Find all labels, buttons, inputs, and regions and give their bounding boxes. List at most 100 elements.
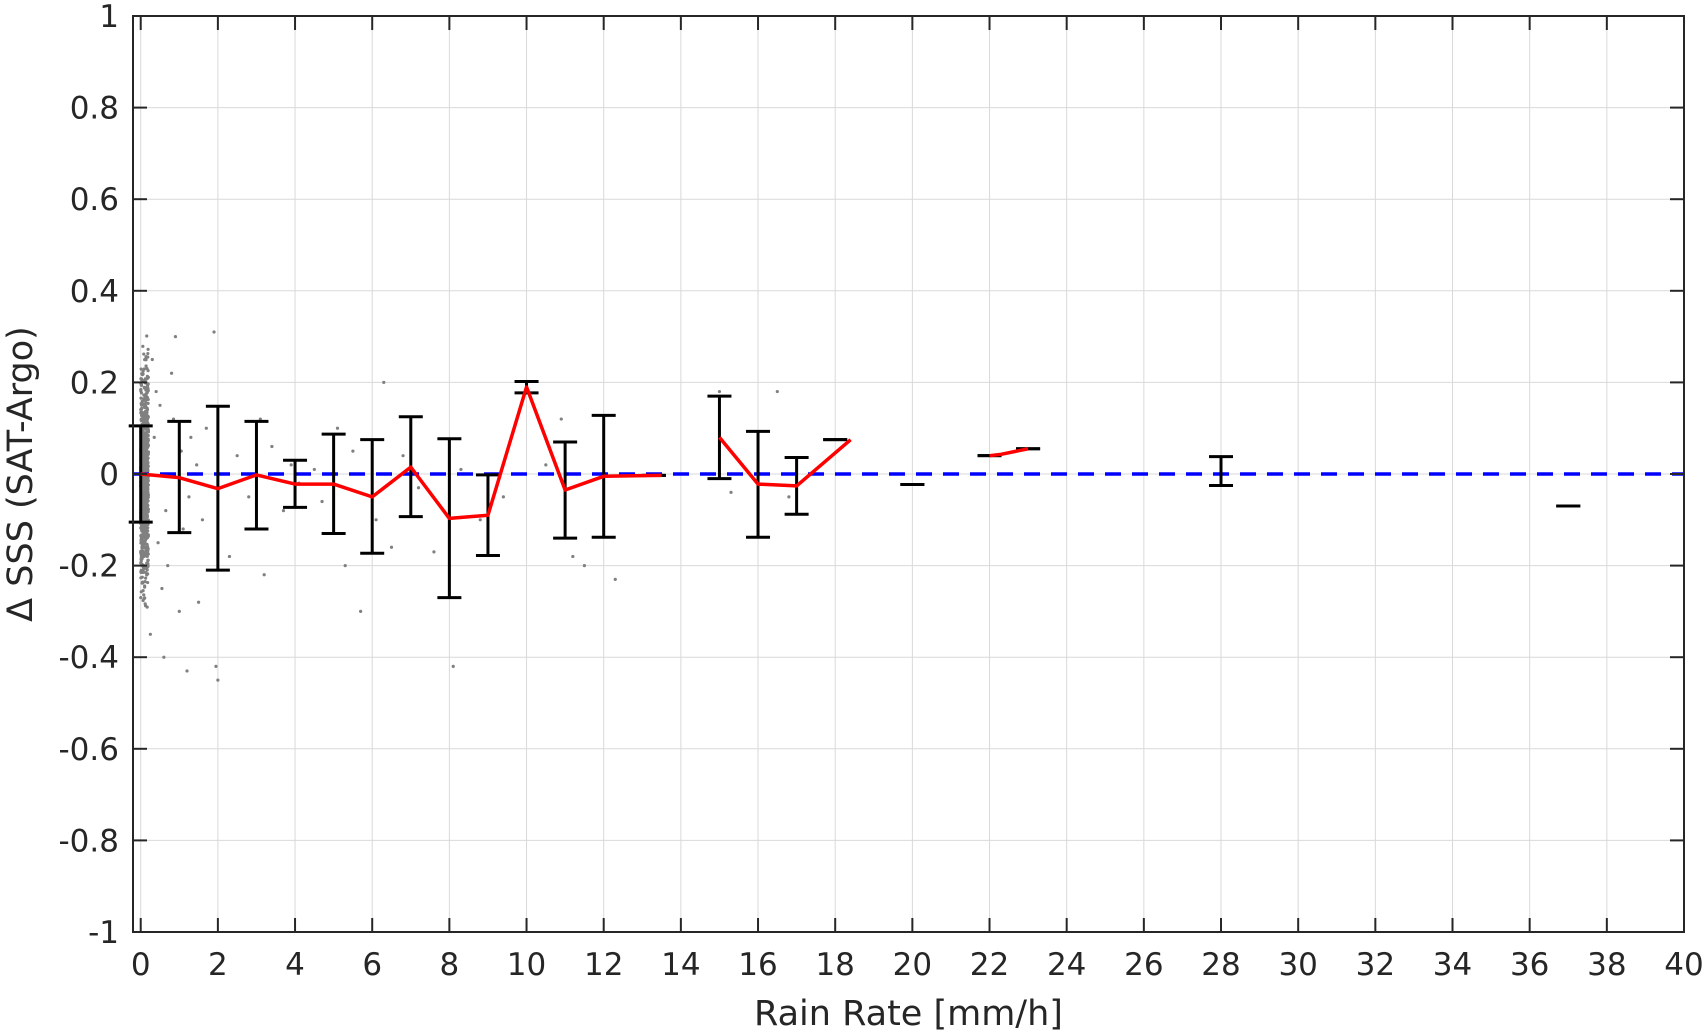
x-tick-label: 38 [1587,947,1626,983]
scatter-point [166,564,170,568]
scatter-point [142,566,146,570]
y-tick-label: 0.4 [70,274,119,310]
scatter-point [150,357,154,362]
scatter-point [142,484,146,489]
x-tick-label: 40 [1664,947,1703,983]
scatter-point [139,377,144,382]
scatter-point [717,389,722,394]
scatter-point [144,542,148,546]
scatter-point [544,463,548,467]
scatter-point [145,457,149,461]
scatter-point [382,380,386,384]
x-tick-label: 6 [362,947,382,983]
scatter-point [143,602,147,606]
x-tick-label: 36 [1510,947,1549,983]
x-tick-label: 30 [1278,947,1317,983]
scatter-point [185,669,189,673]
scatter-point [571,554,575,559]
scatter-point [559,417,563,421]
scatter-point [140,554,144,558]
scatter-point [195,463,199,467]
scatter-point [142,433,146,437]
tick-labels: 0 2 4 6 8 10 12 14 16 18 20 22 24 26 28 30 32 34 36 38 4010.… [59,0,1704,983]
scatter-point [729,490,733,494]
scatter-point [432,550,436,554]
scatter-point [154,389,158,394]
scatter-point [216,678,220,682]
scatter-point [144,401,148,405]
scatter-point [142,443,146,447]
scatter-point [141,546,145,550]
scatter-point [187,495,191,499]
scatter-point [156,541,160,545]
scatter-point [312,467,316,472]
scatter-point [144,364,148,368]
scatter-point [146,428,150,432]
scatter-point [787,495,791,499]
scatter-point [173,335,178,339]
scatter-point [359,609,363,614]
scatter-point [144,546,148,551]
x-tick-label: 0 [131,947,151,983]
scatter-point [158,403,162,407]
x-tick-label: 26 [1124,947,1163,983]
scatter-point [139,383,144,387]
scatter-point [145,605,149,609]
scatter-point [335,426,340,430]
scatter-point [200,518,205,522]
x-tick-label: 32 [1356,947,1395,983]
x-tick-label: 4 [285,947,305,983]
scatter-point [141,598,145,603]
scatter-point [145,445,150,449]
scatter-point [139,568,143,572]
scatter-point [144,576,148,580]
x-tick-label: 20 [893,947,932,983]
scatter-point [146,415,150,419]
x-tick-label: 10 [507,947,546,983]
scatter-point [139,407,144,411]
scatter-point [145,512,149,516]
scatter-point [374,518,378,522]
scatter-point [189,435,193,439]
scatter-point [142,475,146,479]
scatter-point [144,354,148,359]
x-tick-label: 22 [970,947,1009,983]
mean-line-segment [718,436,852,488]
y-tick-label: -0.4 [59,640,120,676]
scatter-point [142,385,146,389]
y-tick-label: -0.6 [59,732,120,768]
scatter-point [141,427,145,431]
scatter-point [140,372,144,376]
scatter-point [459,467,463,472]
scatter-point [143,496,147,501]
scatter-point [145,554,149,558]
x-tick-label: 24 [1047,947,1086,983]
scatter-point [262,573,266,577]
scatter-point [140,575,144,579]
scatter-point [140,533,144,537]
scatter-point [214,664,218,668]
scatter-point [145,374,149,378]
scatter-point [139,367,143,371]
scatter-point [389,545,394,549]
x-tick-label: 12 [584,947,623,983]
scatter-point [140,526,144,530]
x-tick-label: 34 [1433,947,1472,983]
scatter-point [501,495,505,499]
scatter-point [227,554,232,559]
scatter-point [145,490,150,494]
scatter-point [196,600,201,604]
scatter-point [144,358,148,362]
scatter-point [146,369,150,373]
scatter-point [145,515,150,519]
y-tick-label: -0.2 [59,549,120,585]
scatter-point [146,487,150,491]
scatter-point [141,344,145,348]
scatter-point [143,585,147,589]
x-tick-label: 14 [661,947,700,983]
scatter-point [401,454,405,458]
x-tick-label: 8 [440,947,460,983]
scatter-point [775,389,779,394]
